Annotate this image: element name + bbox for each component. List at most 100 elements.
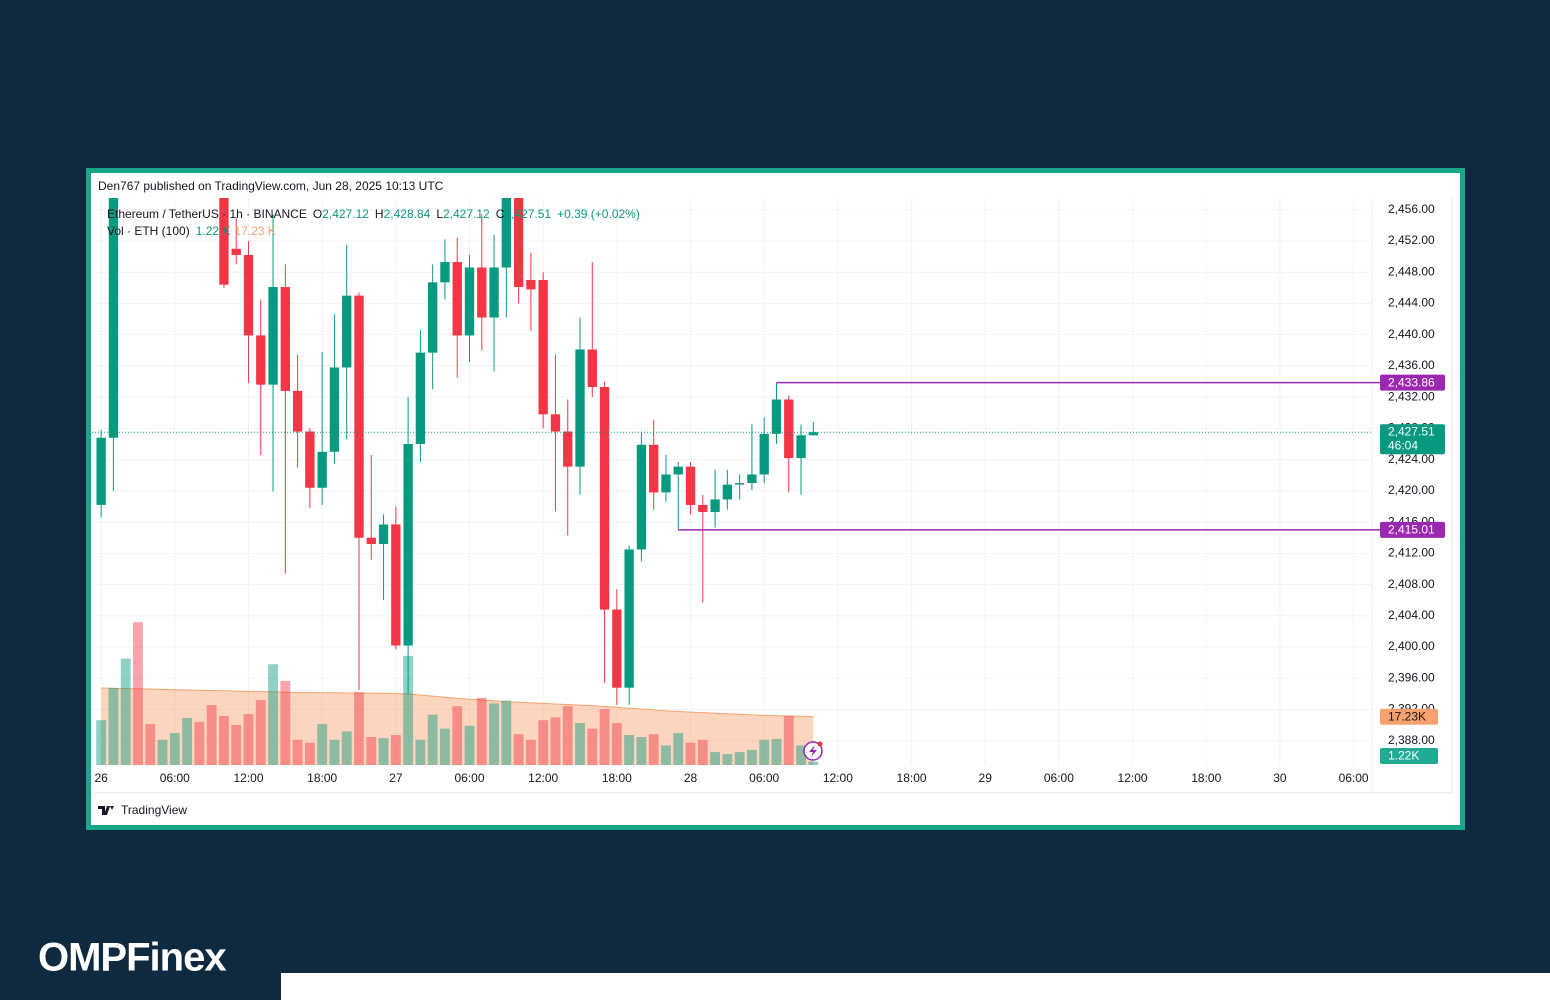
volume-bar bbox=[550, 717, 561, 765]
volume-bar bbox=[599, 709, 610, 765]
x-tick-label: 06:00 bbox=[749, 771, 779, 785]
bolt-icon bbox=[803, 741, 823, 761]
candle-body bbox=[722, 484, 733, 500]
candle-body bbox=[452, 262, 462, 336]
tv-logo bbox=[98, 806, 114, 815]
x-tick-label: 18:00 bbox=[307, 771, 337, 785]
candle-body bbox=[698, 504, 708, 512]
volume-bar bbox=[243, 714, 254, 765]
candle-body bbox=[612, 609, 622, 688]
candle-body bbox=[599, 387, 610, 610]
volume-label: 1.22K bbox=[1388, 749, 1419, 763]
x-tick-label: 27 bbox=[389, 771, 403, 785]
volume-bar bbox=[513, 734, 524, 765]
volume-bar bbox=[292, 739, 303, 765]
volume-bar bbox=[255, 700, 266, 765]
volume-label-box bbox=[1380, 748, 1438, 764]
candle-body bbox=[501, 198, 512, 268]
card bbox=[91, 173, 1460, 825]
volume-bar bbox=[464, 725, 475, 765]
y-tick-label: 2,448.00 bbox=[1388, 264, 1435, 278]
y-tick-label: 2,440.00 bbox=[1388, 327, 1435, 341]
volume-value: 1.22 K bbox=[196, 224, 231, 238]
x-tick-label: 26 bbox=[94, 771, 108, 785]
volume-bar bbox=[390, 735, 401, 765]
x-tick-label: 30 bbox=[1273, 771, 1287, 785]
legend-value: 2,427.12 bbox=[443, 207, 490, 221]
volume-bar bbox=[182, 717, 193, 765]
footer: TradingView bbox=[121, 803, 187, 817]
volume-bar bbox=[624, 735, 635, 765]
candle-body bbox=[378, 524, 389, 544]
x-tick-label: 06:00 bbox=[454, 771, 484, 785]
y-tick-label: 2,452.00 bbox=[1388, 233, 1435, 247]
volume-bar bbox=[525, 739, 536, 765]
candle-body bbox=[329, 367, 340, 452]
volume-legend: Vol · ETH (100) 1.22 K 17.23 K bbox=[107, 224, 276, 238]
brand: OMPFinex bbox=[38, 936, 226, 980]
volume-bar bbox=[120, 658, 131, 765]
candle-body bbox=[219, 198, 229, 285]
x-tick-label: 06:00 bbox=[160, 771, 190, 785]
volume-bar bbox=[317, 724, 328, 765]
candle-body bbox=[710, 499, 720, 512]
volume-ma-area bbox=[101, 688, 814, 765]
volume-bar bbox=[673, 733, 684, 765]
volume-bar bbox=[341, 731, 352, 765]
candle-body bbox=[403, 444, 413, 646]
price-label: 2,433.86 bbox=[1388, 375, 1435, 389]
candle-body bbox=[489, 267, 499, 318]
legend-change: +0.39 (+0.02%) bbox=[557, 207, 640, 221]
candle-body bbox=[440, 262, 450, 283]
volume-bar bbox=[783, 716, 794, 765]
candle-body bbox=[268, 287, 278, 385]
y-tick-label: 2,424.00 bbox=[1388, 452, 1435, 466]
volume-bar bbox=[366, 737, 377, 765]
volume-ma-value: 17.23 K bbox=[234, 224, 275, 238]
volume-bar bbox=[415, 739, 426, 765]
candle-body bbox=[734, 483, 745, 485]
legend-value: 2,428.84 bbox=[384, 207, 431, 221]
y-tick-label: 2,404.00 bbox=[1388, 608, 1435, 622]
y-tick-label: 2,412.00 bbox=[1388, 546, 1435, 560]
candle-body bbox=[513, 198, 524, 288]
x-tick-label: 12:00 bbox=[823, 771, 853, 785]
volume-bar bbox=[575, 723, 585, 765]
y-tick-label: 2,420.00 bbox=[1388, 483, 1435, 497]
candle-body bbox=[108, 198, 119, 438]
y-tick-label: 2,400.00 bbox=[1388, 639, 1435, 653]
legend-key: H bbox=[375, 207, 384, 221]
legend-ohlc: O2,427.12 H2,428.84 L2,427.12 C2,427.51 bbox=[313, 207, 552, 221]
volume-label: 17.23K bbox=[1388, 709, 1426, 723]
y-tick-label: 2,456.00 bbox=[1388, 202, 1435, 216]
candle-body bbox=[342, 295, 352, 368]
legend-key: O bbox=[313, 207, 322, 221]
candle-body bbox=[784, 399, 794, 459]
header: Den767 published on TradingView.com, Jun… bbox=[98, 179, 444, 193]
candle-body bbox=[759, 433, 769, 475]
candle-body bbox=[538, 280, 548, 415]
volume-bar bbox=[611, 723, 622, 765]
candle-body bbox=[673, 466, 683, 475]
candle-body bbox=[747, 474, 757, 484]
y-tick-label: 2,388.00 bbox=[1388, 733, 1435, 747]
current-price-label: 2,427.51 bbox=[1388, 424, 1435, 438]
overlay: 2,388.002,392.002,396.002,400.002,404.00… bbox=[94, 202, 1445, 785]
x-tick-label: 12:00 bbox=[528, 771, 558, 785]
volume-bar bbox=[280, 681, 291, 765]
bottom-strip bbox=[281, 973, 1550, 1000]
plot bbox=[92, 198, 1372, 765]
volume-bar bbox=[685, 742, 696, 765]
volume-bar bbox=[452, 706, 463, 765]
candle-body bbox=[661, 474, 671, 493]
candle-body bbox=[292, 390, 303, 432]
candle-body bbox=[96, 437, 106, 505]
candle-body bbox=[636, 444, 647, 550]
candle-body bbox=[280, 287, 290, 391]
candle-body bbox=[428, 282, 438, 353]
candle-body bbox=[317, 451, 327, 488]
volume-bar bbox=[96, 720, 107, 765]
candle-body bbox=[685, 466, 696, 505]
volume-bar bbox=[133, 622, 143, 765]
x-tick-label: 06:00 bbox=[1044, 771, 1074, 785]
